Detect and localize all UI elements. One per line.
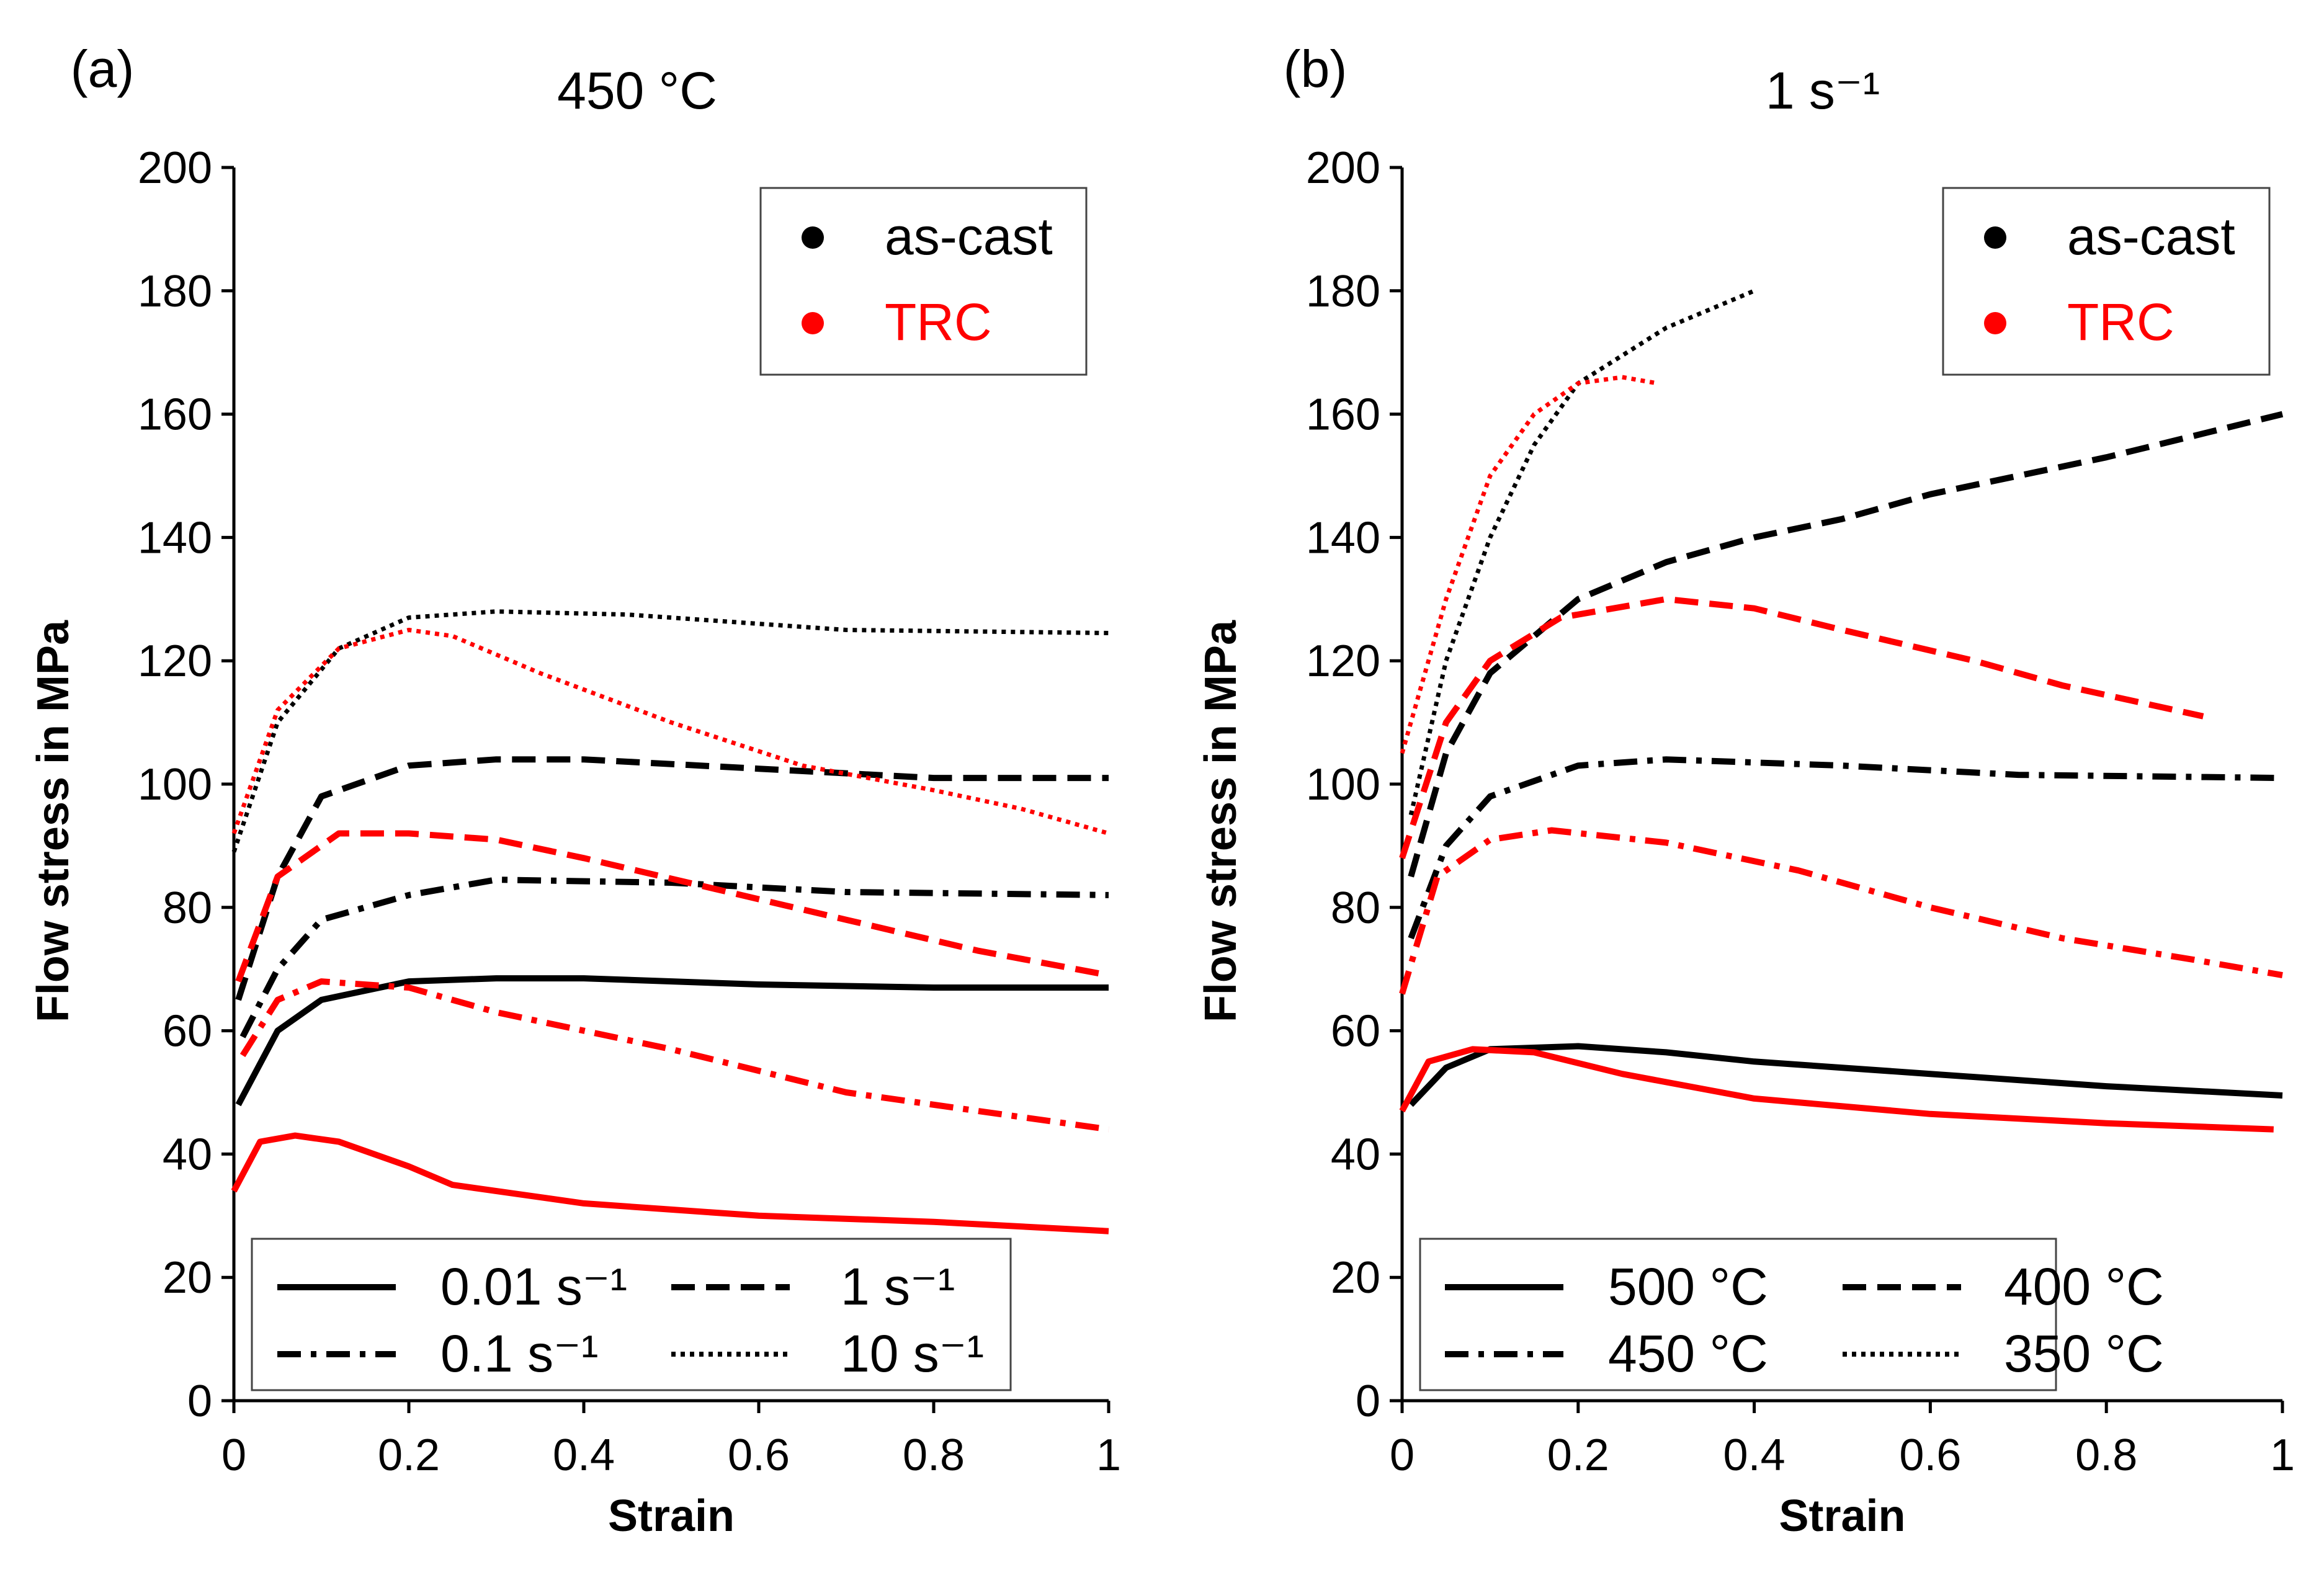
legend-label-dashed: 400 °C: [2004, 1257, 2164, 1316]
x-tick-label: 0.8: [903, 1430, 965, 1480]
legend-label-dotted: 350 °C: [2004, 1324, 2164, 1383]
legend-label-dashdot: 0.1 s⁻¹: [440, 1324, 598, 1383]
y-tick-label: 80: [1331, 883, 1380, 933]
material-legend: [1942, 187, 2271, 376]
panel-b: (b) 1 s⁻¹ 0 20 40 60 80 100 120 140 160 180 200 0 0.2 0…: [1196, 40, 2295, 1541]
panel-title: 450 °C: [557, 61, 717, 120]
y-tick-label: 200: [138, 143, 212, 193]
series-line-trc-dashed: [235, 830, 1109, 983]
legend-label-as_cast: as-cast: [2067, 207, 2235, 266]
y-tick-label: 0: [1356, 1377, 1380, 1426]
panel-label: (b): [1284, 40, 1347, 98]
x-axis-label: Strain: [608, 1491, 735, 1541]
y-tick-label: 40: [1331, 1130, 1380, 1179]
panel-title: 1 s⁻¹: [1766, 61, 1880, 120]
legend-label-solid: 0.01 s⁻¹: [440, 1257, 627, 1316]
series-line-trc-solid: [231, 1132, 1109, 1234]
series-line-trc-dashdot: [239, 978, 1109, 1133]
series-line-as_cast-dotted: [1408, 288, 1755, 816]
legend-label-dashdot: 450 °C: [1608, 1324, 1768, 1383]
y-tick-label: 100: [138, 760, 212, 810]
x-tick-label: 0.4: [1723, 1430, 1785, 1480]
style-legend: [1419, 1238, 2057, 1391]
y-tick-label: 20: [1331, 1253, 1380, 1303]
series-line-trc-dotted: [1400, 375, 1658, 754]
series-line-as_cast-dashed: [235, 756, 1109, 1001]
y-axis-label: Flow stress in MPa: [1196, 620, 1246, 1022]
style-legend: [251, 1238, 1012, 1391]
panel-label: (a): [71, 40, 135, 98]
legend-label-dashed: 1 s⁻¹: [841, 1257, 955, 1316]
series-line-trc-dashdot: [1399, 827, 2283, 995]
y-tick-label: 160: [138, 390, 212, 440]
series-line-as_cast-dashdot: [1408, 756, 2283, 940]
y-tick-label: 180: [138, 267, 212, 316]
y-tick-label: 80: [163, 883, 212, 933]
series-line-trc-solid: [1399, 1046, 2274, 1133]
legend-label-trc: TRC: [2067, 293, 2174, 351]
x-tick-label: 0.6: [1899, 1430, 1961, 1480]
x-tick-label: 1: [2270, 1430, 2295, 1480]
x-tick-label: 1: [1096, 1430, 1121, 1480]
y-tick-label: 100: [1306, 760, 1380, 810]
y-tick-label: 140: [1306, 513, 1380, 563]
y-axis-label: Flow stress in MPa: [29, 620, 78, 1022]
y-tick-label: 140: [138, 513, 212, 563]
series-line-as_cast-solid: [1408, 1043, 2283, 1107]
y-tick-label: 40: [163, 1130, 212, 1179]
y-tick-label: 120: [1306, 636, 1380, 686]
x-tick-label: 0.6: [728, 1430, 790, 1480]
legend-label-trc: TRC: [885, 293, 992, 351]
x-tick-label: 0: [221, 1430, 246, 1480]
legend-label-dotted: 10 s⁻¹: [841, 1324, 984, 1383]
legend-marker-as_cast: [802, 226, 824, 249]
x-axis-label: Strain: [1779, 1491, 1905, 1541]
series-line-as_cast-solid: [235, 975, 1109, 1107]
series-line-trc-dashed: [1399, 596, 2204, 859]
y-tick-label: 200: [1306, 143, 1380, 193]
series-line-as_cast-dashed: [1408, 411, 2284, 878]
y-tick-label: 160: [1306, 390, 1380, 440]
y-tick-label: 120: [138, 636, 212, 686]
y-tick-label: 60: [1331, 1007, 1380, 1056]
legend-label-solid: 500 °C: [1608, 1257, 1768, 1316]
y-tick-label: 60: [163, 1007, 212, 1056]
x-tick-label: 0.2: [1547, 1430, 1609, 1480]
x-tick-label: 0.4: [553, 1430, 615, 1480]
series-line-trc-dotted: [231, 628, 1109, 836]
legend-marker-trc: [802, 312, 824, 334]
y-tick-label: 20: [163, 1253, 212, 1303]
material-legend: [759, 187, 1088, 376]
series-line-as_cast-dashdot: [239, 877, 1109, 1038]
x-tick-label: 0: [1390, 1430, 1415, 1480]
y-tick-label: 180: [1306, 267, 1380, 316]
x-tick-label: 0.2: [378, 1430, 440, 1480]
legend-marker-as_cast: [1984, 226, 2006, 249]
legend-marker-trc: [1984, 312, 2006, 334]
legend-label-as_cast: as-cast: [885, 207, 1053, 266]
x-tick-label: 0.8: [2075, 1430, 2137, 1480]
y-tick-label: 0: [187, 1377, 212, 1426]
series-line-as_cast-dotted: [231, 609, 1109, 853]
panel-a: (a) 450 °C 0 20 40 60 80 100 120 140 160 180 200 0 0.2…: [29, 40, 1121, 1541]
